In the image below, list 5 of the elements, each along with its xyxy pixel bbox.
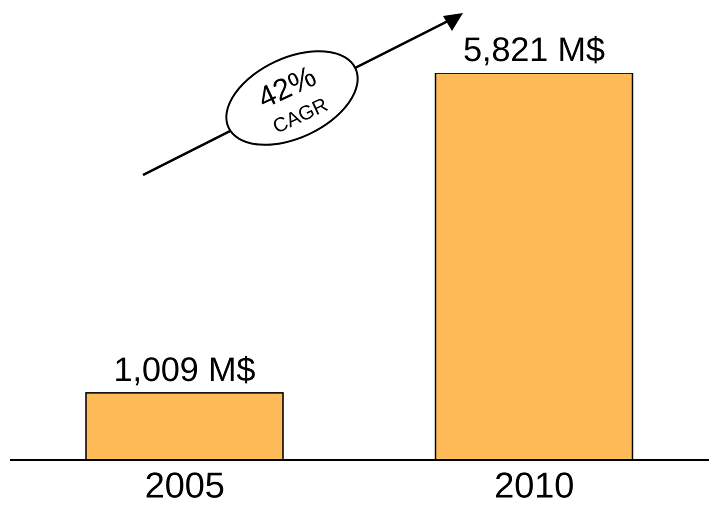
data-label: 1,009 M$	[114, 350, 256, 389]
x-tick-label: 2010	[494, 464, 574, 506]
x-tick-label: 2005	[144, 464, 225, 506]
annotation: 42% CAGR	[252, 60, 332, 138]
data-label: 5,821 M$	[463, 31, 605, 69]
